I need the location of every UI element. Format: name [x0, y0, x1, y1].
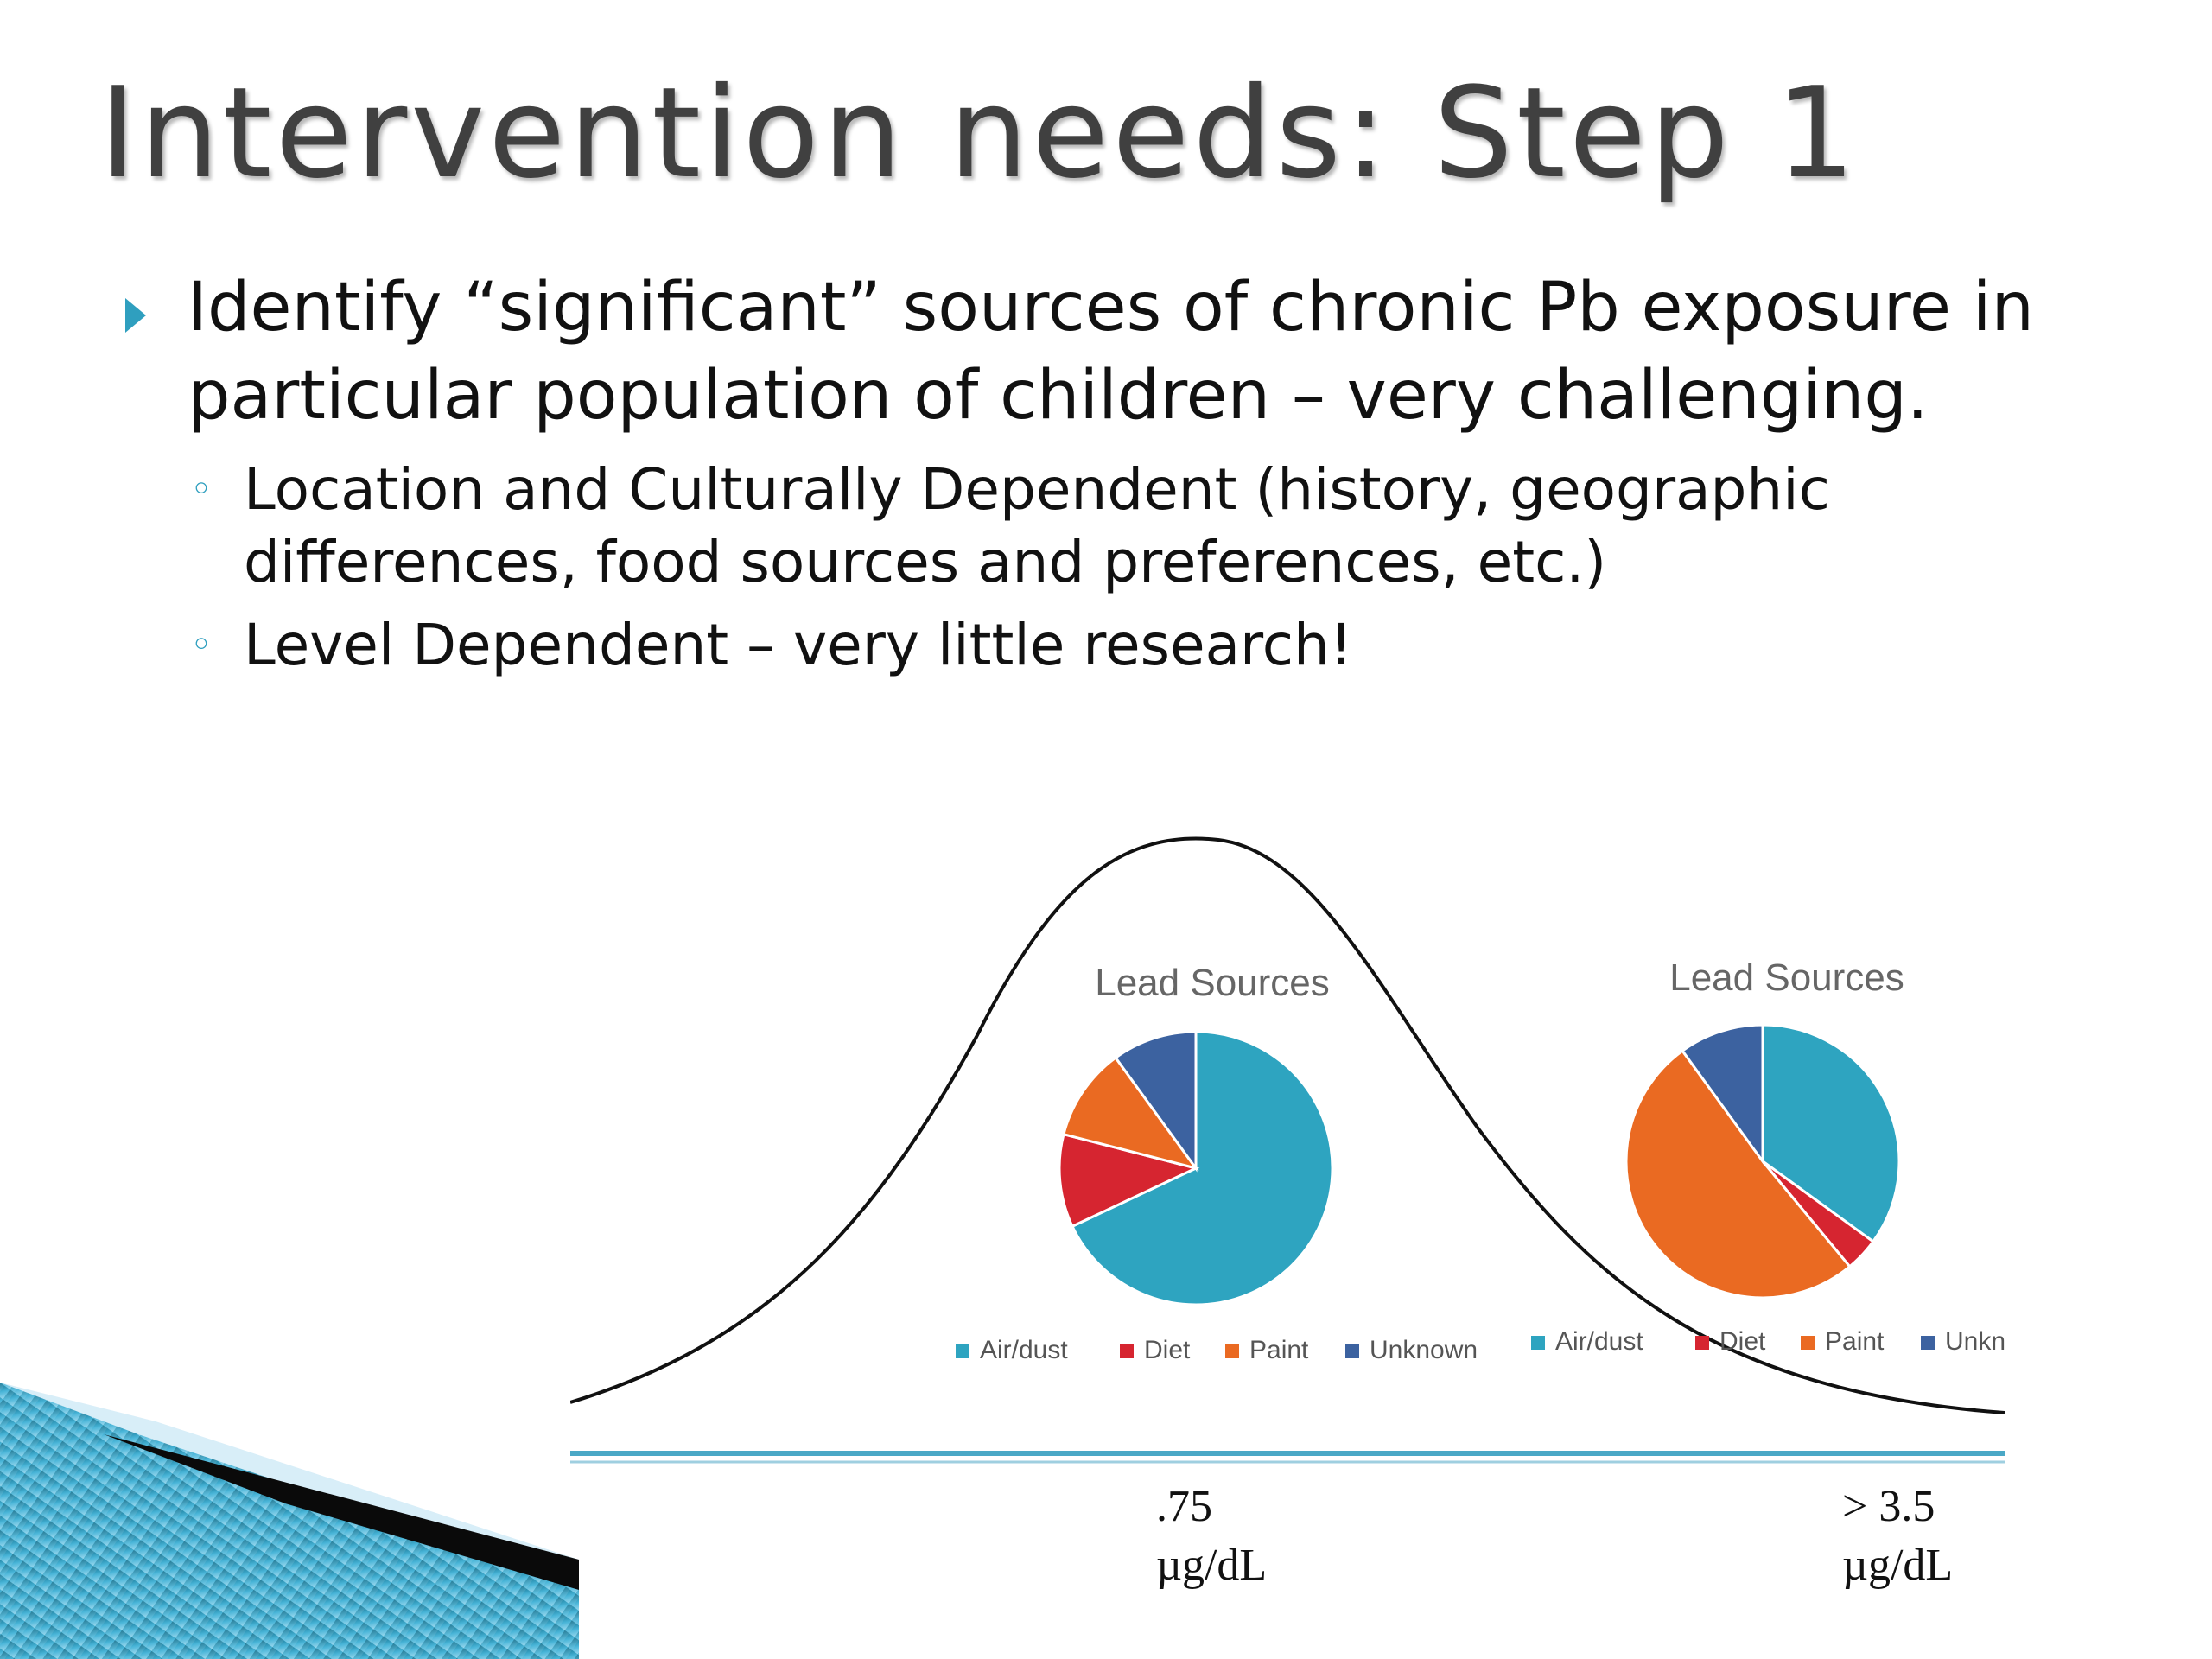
pie-title: Lead Sources	[1095, 962, 1330, 1004]
legend-label: Diet	[1719, 1327, 1766, 1356]
legend-swatch	[956, 1344, 969, 1358]
legend-left: Air/dust Diet Paint Unknown	[956, 1336, 1478, 1364]
sub-bullet-2-text: Level Dependent – very little research!	[244, 612, 1353, 678]
distribution-curve	[570, 836, 2005, 1414]
legend-swatch	[1225, 1344, 1239, 1358]
pie-slice-unknown	[1114, 1030, 1198, 1173]
legend-swatch	[1531, 1336, 1545, 1350]
legend-swatch	[1120, 1344, 1134, 1358]
legend-label: Unknown	[1370, 1336, 1478, 1364]
legend-label: Paint	[1249, 1336, 1309, 1364]
pie-slice-paint	[1062, 1056, 1199, 1171]
legend-label: Air/dust	[980, 1336, 1068, 1364]
bullet-1-text: Identify “significant” sources of chroni…	[188, 269, 2034, 435]
sub-bullet-1-text: Location and Culturally Dependent (histo…	[244, 456, 1830, 595]
lead-sources-chart: Lead Sources Air/dust Diet Paint Unknown Le…	[570, 836, 2005, 1590]
axis-label-left-unit: µg/dL	[1156, 1541, 1267, 1590]
legend-label: Air/dust	[1555, 1327, 1643, 1356]
legend-label: Paint	[1825, 1327, 1885, 1356]
slide-title: Intervention needs: Step 1	[99, 60, 1859, 207]
pie-slice-paint	[1624, 1049, 1852, 1300]
pie-slice-diet	[1058, 1132, 1200, 1229]
corner-decoration	[0, 1382, 579, 1659]
legend-swatch	[1345, 1344, 1359, 1358]
pie-slice-air-dust	[1761, 1023, 1901, 1243]
circle-bullet-icon: ◦	[190, 623, 213, 667]
legend-swatch	[1801, 1336, 1815, 1350]
pie-chart-left	[1058, 1030, 1334, 1306]
pie-slice-air-dust	[1071, 1030, 1334, 1306]
pie-chart-right	[1624, 1023, 1901, 1300]
pie-title: Lead Sources	[1669, 957, 1904, 999]
legend-right: Air/dust Diet Paint Unknown	[1531, 1327, 2005, 1356]
legend-label: Unknown	[1945, 1327, 2005, 1356]
legend-swatch	[1921, 1336, 1935, 1350]
axis-label-right-value: > 3.5	[1842, 1482, 1935, 1531]
circle-bullet-icon: ◦	[190, 467, 213, 512]
axis-label-right-unit: µg/dL	[1842, 1541, 1953, 1590]
triangle-bullet-icon	[125, 298, 146, 333]
pie-slice-unknown	[1681, 1023, 1764, 1166]
legend-label: Diet	[1144, 1336, 1191, 1364]
legend-swatch	[1695, 1336, 1709, 1350]
axis-label-left-value: .75	[1156, 1482, 1212, 1531]
